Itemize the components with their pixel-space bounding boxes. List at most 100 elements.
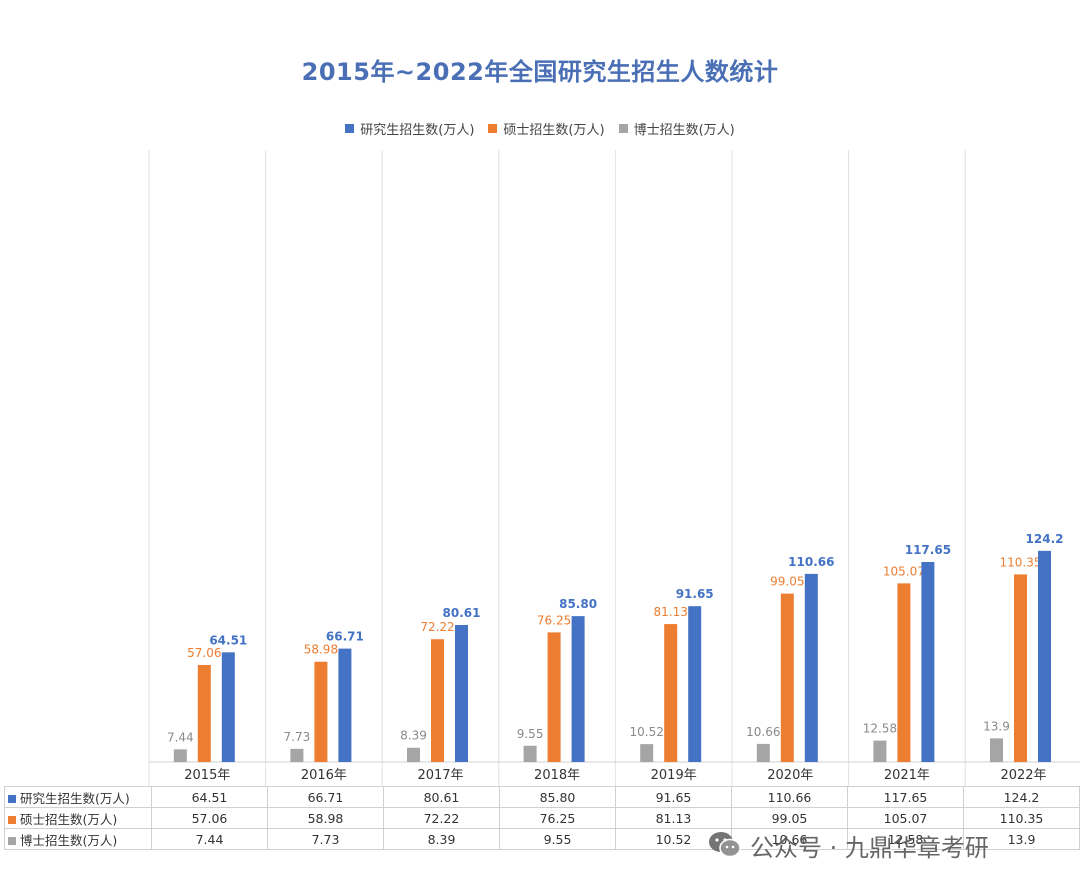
table-row-label: 研究生招生数(万人) <box>4 786 152 808</box>
legend-swatch-doctor <box>618 124 628 133</box>
data-label: 124.2 <box>1026 532 1064 546</box>
data-label: 13.9 <box>983 719 1010 733</box>
legend-label-master: 硕士招生数(万人) <box>503 123 605 138</box>
x-tick-label: 2021年 <box>884 768 930 783</box>
bar-2-7 <box>1038 550 1051 762</box>
data-label: 85.80 <box>559 597 597 611</box>
watermark-text: 公众号 · 九鼎华章考研 <box>750 833 989 862</box>
bar-0-4 <box>640 744 654 762</box>
x-tick-label: 2017年 <box>417 768 463 783</box>
bar-1-3 <box>547 632 561 762</box>
bar-2-5 <box>804 573 818 762</box>
table-cell: 10.52 <box>615 828 732 850</box>
x-tick-label: 2016年 <box>301 768 347 783</box>
data-label: 72.22 <box>420 620 454 634</box>
table-cell: 13.9 <box>963 828 1080 850</box>
data-label: 80.61 <box>443 606 481 620</box>
data-label: 76.25 <box>537 613 571 627</box>
table-row-label-text: 硕士招生数(万人) <box>20 811 118 827</box>
x-tick-label: 2020年 <box>767 768 813 783</box>
bar-2-6 <box>921 561 935 762</box>
data-label: 110.35 <box>1000 555 1042 569</box>
table-row-label: 硕士招生数(万人) <box>4 807 152 829</box>
table-cell: 57.06 <box>151 807 268 829</box>
table-cell: 58.98 <box>267 807 384 829</box>
bar-1-6 <box>897 583 911 762</box>
bar-2-1 <box>338 648 352 762</box>
table-row-label-text: 研究生招生数(万人) <box>20 790 130 806</box>
data-label: 9.55 <box>517 727 544 741</box>
table-cell: 124.2 <box>963 786 1080 808</box>
table-row-swatch <box>8 837 16 845</box>
bar-0-5 <box>756 743 770 762</box>
x-tick-label: 2015年 <box>184 768 230 783</box>
wechat-icon <box>709 832 741 858</box>
table-cell: 81.13 <box>615 807 732 829</box>
data-label: 81.13 <box>654 605 688 619</box>
table-cell: 7.73 <box>267 828 384 850</box>
table-row-label-text: 博士招生数(万人) <box>20 832 118 848</box>
data-label: 66.71 <box>326 630 364 644</box>
table-cell: 7.44 <box>151 828 268 850</box>
bar-2-2 <box>455 624 468 762</box>
bar-0-0 <box>173 749 187 762</box>
bar-1-2 <box>431 639 444 762</box>
data-label: 10.52 <box>630 725 664 739</box>
data-label: 117.65 <box>905 543 951 557</box>
bar-0-7 <box>990 738 1003 762</box>
data-label: 8.39 <box>400 729 427 743</box>
table-cell: 76.25 <box>499 807 616 829</box>
table-cell: 66.71 <box>267 786 384 808</box>
table-cell: 12.58 <box>847 828 964 850</box>
data-label: 57.06 <box>187 646 221 660</box>
bar-1-1 <box>314 661 328 762</box>
table-cell: 85.80 <box>499 786 616 808</box>
chart-title: 2015年~2022年全国研究生招生人数统计 <box>301 58 779 86</box>
data-label: 110.66 <box>788 555 834 569</box>
legend-item-graduate: 研究生招生数(万人) <box>345 119 474 138</box>
legend-swatch-graduate <box>345 124 355 133</box>
table-cell: 64.51 <box>151 786 268 808</box>
chart-legend: 研究生招生数(万人) 硕士招生数(万人) 博士招生数(万人) <box>0 119 1080 138</box>
table-row: 硕士招生数(万人) 57.06 58.98 72.22 76.25 81.13 99.05 1… <box>4 807 1080 829</box>
legend-label-doctor: 博士招生数(万人) <box>633 123 735 138</box>
legend-item-doctor: 博士招生数(万人) <box>618 119 735 138</box>
legend-swatch-master <box>488 124 498 133</box>
table-cell: 99.05 <box>731 807 848 829</box>
data-label: 99.05 <box>770 575 804 589</box>
table-cell: 8.39 <box>383 828 500 850</box>
data-table: 研究生招生数(万人) 64.51 66.71 80.61 85.80 91.65 110.6… <box>4 786 1080 850</box>
bar-2-0 <box>221 652 235 762</box>
bar-1-5 <box>780 593 794 762</box>
data-label: 64.51 <box>209 633 247 647</box>
bar-0-3 <box>523 745 537 762</box>
data-label: 10.66 <box>746 725 780 739</box>
data-label: 105.07 <box>883 564 925 578</box>
watermark: 公众号 · 九鼎华章考研 <box>708 828 989 862</box>
legend-label-graduate: 研究生招生数(万人) <box>360 123 475 138</box>
table-cell: 110.66 <box>731 786 848 808</box>
table-cell: 105.07 <box>847 807 964 829</box>
table-row-label: 博士招生数(万人) <box>4 828 152 850</box>
x-tick-label: 2019年 <box>651 768 697 783</box>
data-label: 7.44 <box>167 730 194 744</box>
table-cell: 117.65 <box>847 786 964 808</box>
data-label: 58.98 <box>304 643 338 657</box>
bar-0-2 <box>407 747 420 762</box>
table-cell: 91.65 <box>615 786 732 808</box>
bar-2-3 <box>571 616 585 762</box>
data-label: 7.73 <box>284 730 311 744</box>
bar-0-6 <box>873 740 887 762</box>
table-row: 研究生招生数(万人) 64.51 66.71 80.61 85.80 91.65 110.6… <box>4 786 1080 808</box>
table-row-swatch <box>8 795 16 803</box>
bar-chart: 7.44 7.73 8.39 9.55 10.52 10.66 12.58 13.9 57.06… <box>148 150 1080 786</box>
table-row-swatch <box>8 816 16 824</box>
table-cell: 80.61 <box>383 786 500 808</box>
table-cell: 9.55 <box>499 828 616 850</box>
data-label: 91.65 <box>676 587 714 601</box>
table-cell: 110.35 <box>963 807 1080 829</box>
legend-item-master: 硕士招生数(万人) <box>488 119 605 138</box>
x-tick-label: 2018年 <box>534 768 580 783</box>
bar-1-0 <box>197 664 211 762</box>
bar-1-7 <box>1014 574 1027 762</box>
